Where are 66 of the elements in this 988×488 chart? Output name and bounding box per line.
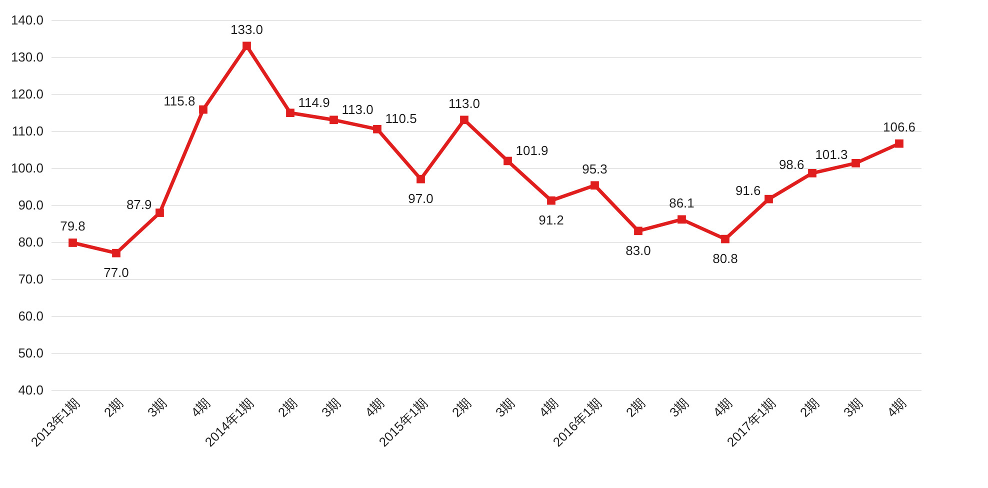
point bbox=[764, 194, 773, 204]
x-tick-label: 2期 bbox=[623, 395, 648, 420]
x-tick-label: 2期 bbox=[101, 395, 126, 420]
y-tick-label: 130.0 bbox=[10, 50, 44, 64]
x-tick-label: 2期 bbox=[449, 395, 474, 420]
data-label: 91.2 bbox=[538, 212, 564, 228]
x-tick-label: 2期 bbox=[797, 395, 822, 420]
y-tick-label: 40.0 bbox=[18, 382, 44, 398]
data-label: 95.3 bbox=[582, 161, 608, 176]
x-tick-label: 4期 bbox=[188, 395, 213, 420]
y-tick-label: 70.0 bbox=[18, 272, 44, 286]
data-label: 97.0 bbox=[408, 191, 434, 206]
point bbox=[68, 238, 77, 247]
point bbox=[721, 234, 730, 244]
point bbox=[416, 174, 425, 184]
data-label: 101.9 bbox=[516, 142, 548, 158]
point bbox=[373, 124, 382, 134]
point bbox=[547, 196, 556, 205]
point bbox=[678, 215, 686, 224]
point bbox=[460, 116, 468, 124]
y-tick-label: 90.0 bbox=[18, 198, 44, 212]
y-tick-label: 110.0 bbox=[12, 124, 44, 138]
data-label: 98.6 bbox=[778, 157, 804, 172]
data-label: 133.0 bbox=[230, 22, 264, 37]
y-tick-label: 60.0 bbox=[18, 308, 44, 324]
data-label: 114.9 bbox=[298, 94, 330, 110]
point bbox=[112, 248, 120, 258]
data-label: 79.8 bbox=[60, 218, 86, 234]
data-label: 101.3 bbox=[815, 147, 848, 162]
point bbox=[852, 159, 860, 168]
data-label: 87.9 bbox=[126, 196, 152, 212]
data-label: 113.0 bbox=[342, 102, 374, 117]
point bbox=[590, 181, 599, 190]
x-tick-label: 3期 bbox=[666, 395, 692, 420]
point bbox=[286, 108, 294, 118]
data-label: 106.6 bbox=[882, 120, 916, 135]
y-tick-label: 50.0 bbox=[18, 346, 44, 360]
y-tick-label: 100.0 bbox=[10, 160, 44, 176]
data-label: 115.8 bbox=[164, 94, 196, 109]
data-label: 86.1 bbox=[669, 195, 694, 210]
point bbox=[808, 168, 816, 178]
x-tick-label: 4期 bbox=[362, 395, 387, 420]
point bbox=[199, 105, 208, 114]
data-label: 80.8 bbox=[712, 251, 738, 266]
data-label: 110.5 bbox=[385, 111, 417, 126]
x-tick-label: 3期 bbox=[318, 395, 344, 420]
x-tick-label: 4期 bbox=[536, 395, 561, 420]
point bbox=[504, 156, 512, 166]
x-tick-label: 3期 bbox=[144, 395, 170, 420]
point bbox=[895, 139, 904, 148]
point bbox=[634, 226, 642, 236]
y-tick-label: 80.0 bbox=[18, 234, 44, 250]
x-tick-label: 4期 bbox=[710, 395, 735, 420]
data-label: 83.0 bbox=[626, 242, 651, 258]
y-tick-label: 140.0 bbox=[10, 12, 44, 28]
data-label: 77.0 bbox=[104, 265, 129, 280]
point bbox=[156, 208, 164, 217]
x-tick-label: 3期 bbox=[492, 395, 518, 420]
x-tick-label: 2期 bbox=[275, 395, 300, 420]
data-label: 91.6 bbox=[735, 183, 761, 198]
data-label: 113.0 bbox=[448, 96, 480, 111]
y-tick-label: 120.0 bbox=[10, 86, 44, 102]
x-tick-label: 3期 bbox=[840, 395, 866, 420]
point bbox=[242, 42, 251, 50]
x-tick-label: 4期 bbox=[884, 395, 909, 420]
point bbox=[330, 116, 338, 124]
